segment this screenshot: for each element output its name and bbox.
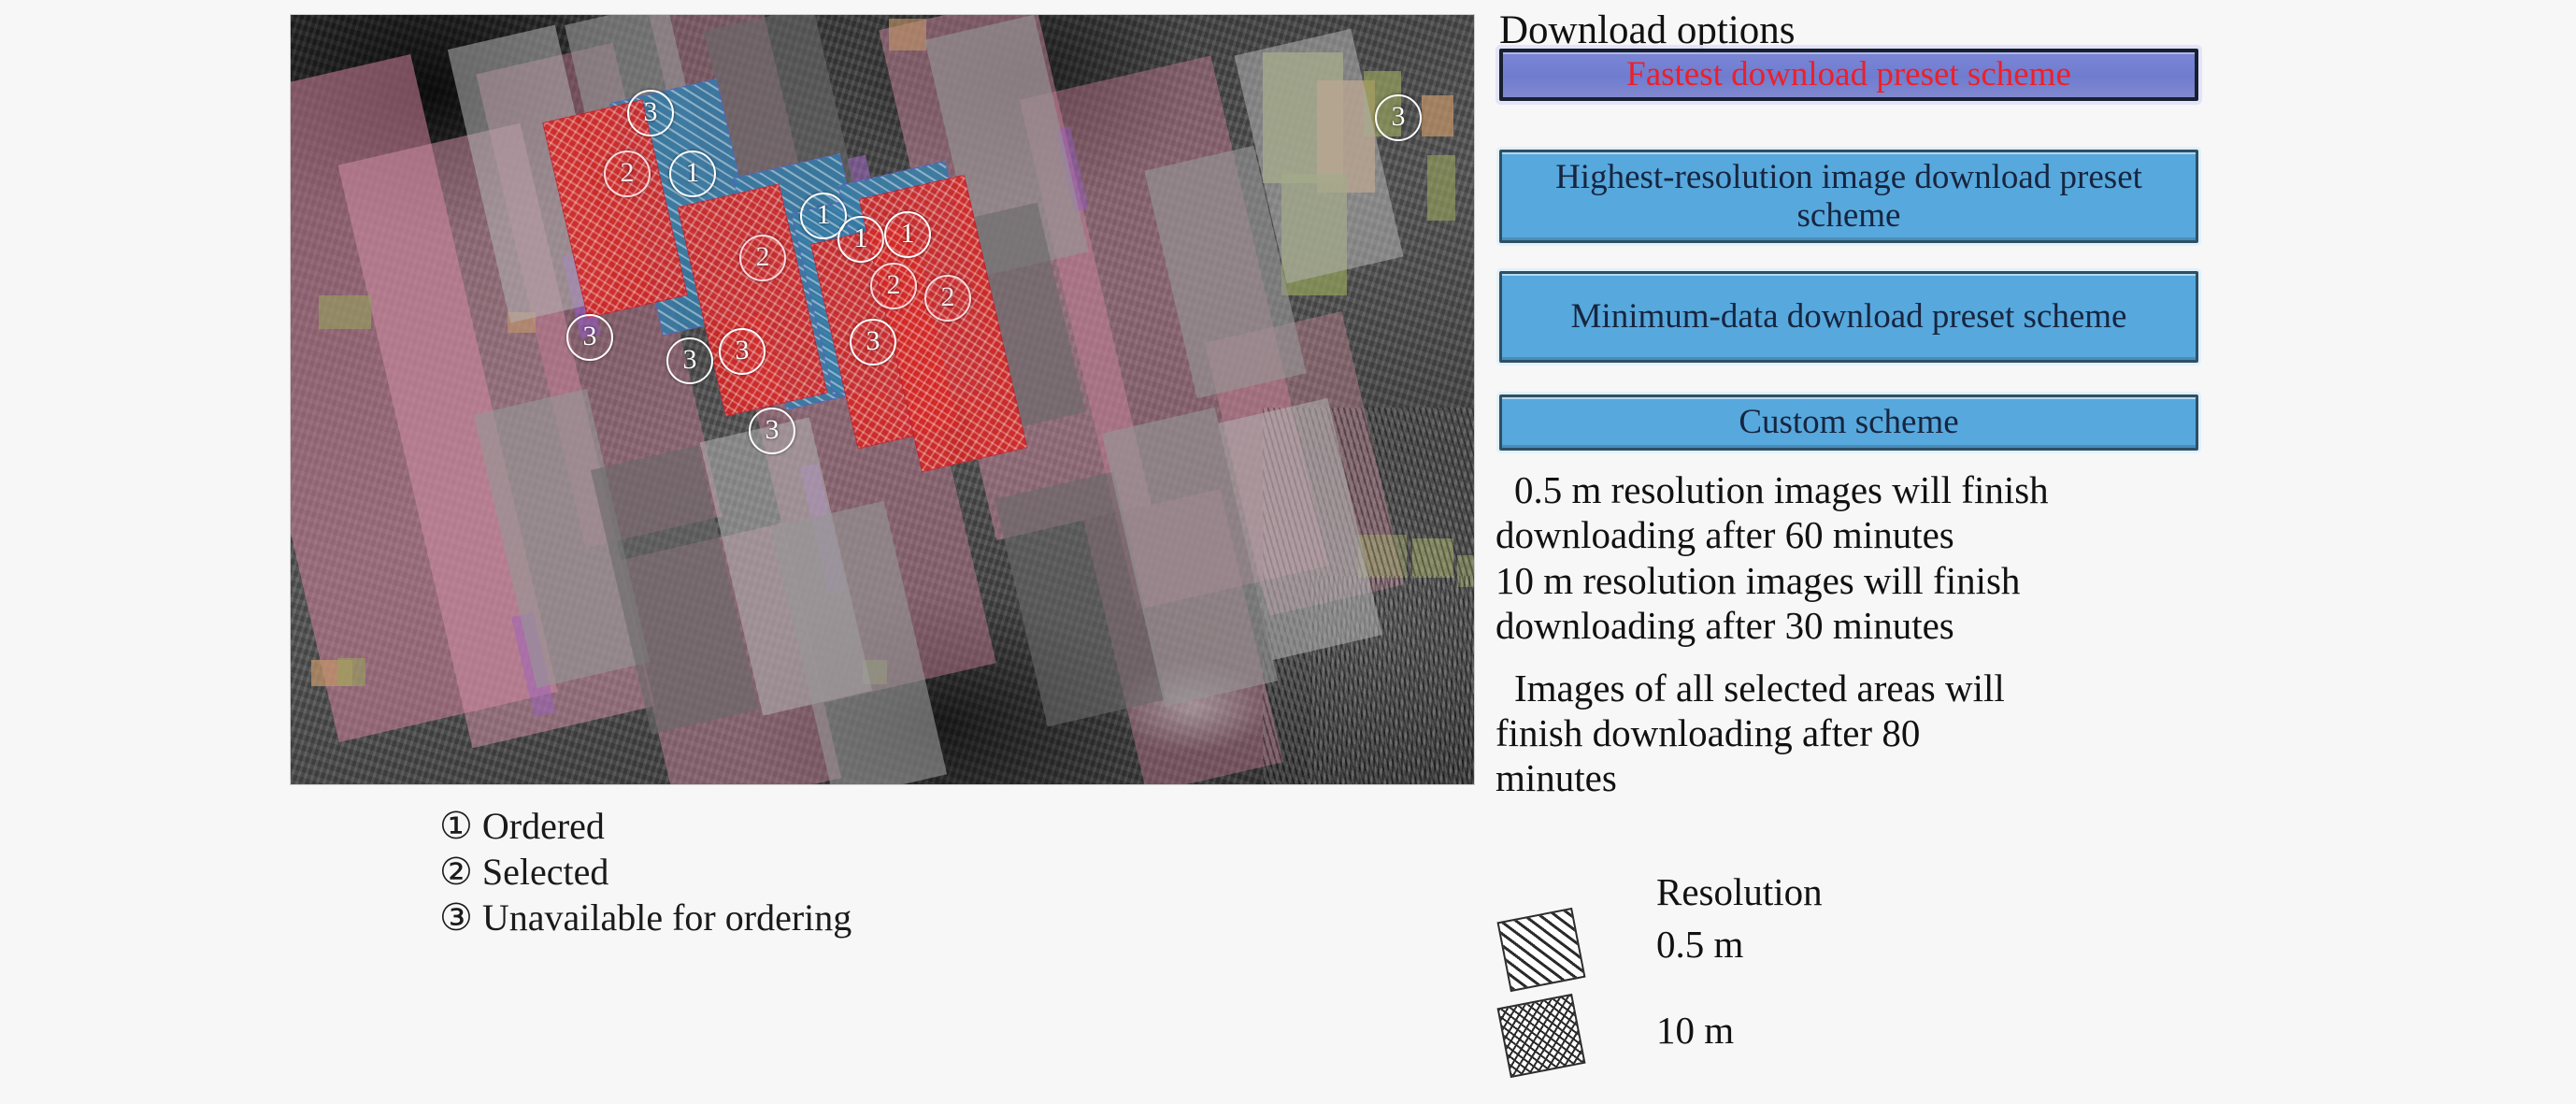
- resolution-label-ten-meter: 10 m: [1656, 1009, 1735, 1052]
- preset-button-highest-resolution[interactable]: Highest-resolution image download preset…: [1499, 150, 2198, 243]
- note-line: minutes: [1496, 756, 1617, 800]
- legend-symbol-ordered: ①: [439, 805, 473, 847]
- resolution-label-half-meter: 0.5 m: [1656, 923, 1744, 966]
- note-line: downloading after 60 minutes: [1496, 513, 1954, 557]
- legend-symbol-unavailable: ③: [439, 896, 473, 939]
- preset-button-minimum-data[interactable]: Minimum-data download preset scheme: [1499, 271, 2198, 363]
- note-line: downloading after 30 minutes: [1496, 604, 1954, 648]
- panel-title: Download options: [1499, 8, 1796, 52]
- diagonal-hatch-swatch-icon: [1496, 907, 1586, 993]
- cross-hatch-swatch-icon: [1496, 993, 1586, 1079]
- legend-label-ordered: Ordered: [481, 805, 605, 847]
- download-options-panel: Download options Fastest download preset…: [1496, 0, 2561, 1104]
- legend-item-ordered: ① Ordered: [439, 804, 852, 850]
- note-line: 0.5 m resolution images will finish: [1514, 468, 2049, 511]
- resolution-legend-title: Resolution: [1656, 870, 1823, 913]
- legend-item-selected: ② Selected: [439, 850, 852, 896]
- legend-symbol-selected: ②: [439, 850, 473, 893]
- preset-button-fastest[interactable]: Fastest download preset scheme: [1499, 49, 2198, 101]
- map-legend: ① Ordered ② Selected ③ Unavailable for o…: [439, 804, 852, 940]
- note-line: finish downloading after 80: [1496, 710, 1921, 754]
- note-spacer: [1496, 649, 2281, 666]
- legend-label-unavailable: Unavailable for ordering: [481, 896, 852, 939]
- download-estimate-notes: 0.5 m resolution images will finish down…: [1496, 467, 2281, 801]
- map-tile-unavailable[interactable]: [770, 500, 948, 784]
- note-line: 10 m resolution images will finish: [1496, 558, 2021, 602]
- note-line: Images of all selected areas will: [1514, 666, 2005, 710]
- legend-item-unavailable: ③ Unavailable for ordering: [439, 896, 852, 941]
- legend-label-selected: Selected: [481, 850, 609, 893]
- tile-overlay-layer[interactable]: [291, 15, 1474, 784]
- preset-button-custom[interactable]: Custom scheme: [1499, 394, 2198, 451]
